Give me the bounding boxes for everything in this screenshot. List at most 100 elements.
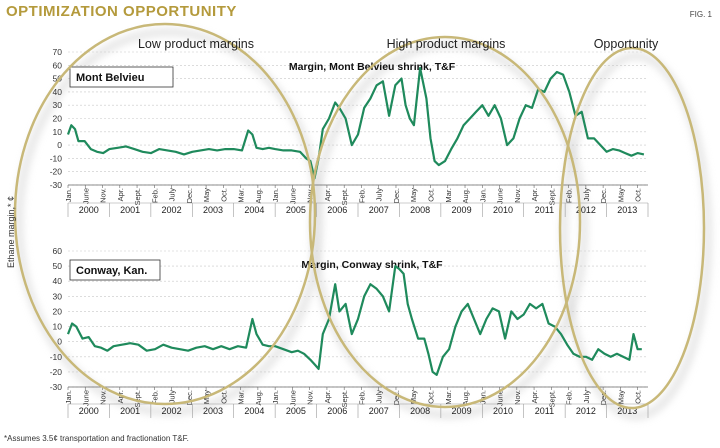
series-title: Margin, Conway shrink, T&F xyxy=(301,259,443,271)
month-tick-label: Jan. xyxy=(478,390,487,404)
month-tick-label: Oct. xyxy=(634,188,643,202)
y-tick-label: -20 xyxy=(50,167,63,177)
month-tick-label: Mar. xyxy=(237,390,246,405)
series-line xyxy=(66,265,642,376)
year-label: 2001 xyxy=(120,205,140,215)
month-tick-label: Apr. xyxy=(530,390,539,403)
month-tick-label: Dec. xyxy=(392,188,401,203)
year-label: 2010 xyxy=(493,205,513,215)
month-tick-label: June xyxy=(81,188,90,204)
opportunity-ellipse-shadow xyxy=(560,52,712,420)
month-tick-label: Apr. xyxy=(530,188,539,201)
month-tick-label: Dec. xyxy=(599,390,608,405)
month-tick-label: May xyxy=(202,188,211,202)
year-label: 2006 xyxy=(327,205,347,215)
year-label: 2001 xyxy=(120,406,140,416)
year-label: 2009 xyxy=(452,406,472,416)
month-tick-label: Jan. xyxy=(271,188,280,202)
month-tick-label: July xyxy=(375,390,384,404)
month-tick-label: Dec. xyxy=(185,188,194,203)
year-label: 2002 xyxy=(162,205,182,215)
low-margin-ellipse xyxy=(13,22,317,406)
y-tick-label: 20 xyxy=(53,306,63,316)
month-tick-label: May xyxy=(616,390,625,404)
figure-title: OPTIMIZATION OPPORTUNITY xyxy=(6,3,237,20)
month-tick-label: Sept. xyxy=(547,390,556,408)
year-label: 2006 xyxy=(327,406,347,416)
month-tick-label: Nov. xyxy=(99,390,108,405)
phase-label: Low product margins xyxy=(138,37,254,51)
year-label: 2011 xyxy=(535,205,554,215)
month-tick-label: May xyxy=(616,188,625,202)
month-tick-label: July xyxy=(582,390,591,404)
low-margin-ellipse-shadow xyxy=(15,28,323,416)
month-tick-label: Aug. xyxy=(254,390,263,405)
figure-number: FIG. 1 xyxy=(689,10,712,19)
month-tick-label: June xyxy=(288,188,297,204)
month-tick-label: July xyxy=(582,188,591,202)
month-tick-label: June xyxy=(496,188,505,204)
month-tick-label: Nov. xyxy=(306,390,315,405)
y-tick-label: 70 xyxy=(53,47,63,57)
month-tick-label: Dec. xyxy=(392,390,401,405)
year-label: 2007 xyxy=(369,406,389,416)
y-tick-label: -10 xyxy=(50,352,63,362)
month-tick-label: Feb. xyxy=(565,390,574,405)
month-tick-label: May xyxy=(409,390,418,404)
chart-panel-1: -30 -20 -10 0 10 20 30 40 50 60 70 Jan. June Nov. Apr.… xyxy=(50,47,649,217)
panel-label: Mont Belvieu xyxy=(76,72,144,84)
panel-label-box xyxy=(69,66,174,88)
month-tick-label: June xyxy=(81,390,90,406)
y-tick-label: 30 xyxy=(53,100,63,110)
year-label: 2003 xyxy=(203,406,223,416)
month-tick-label: Oct. xyxy=(219,188,228,202)
y-tick-label: -30 xyxy=(50,180,63,190)
month-tick-label: July xyxy=(375,188,384,202)
month-tick-label: Sept. xyxy=(133,390,142,408)
chart-panel-2: -30 -20 -10 0 10 20 30 40 50 60 Jan. June Nov. Apr. Se… xyxy=(50,246,649,418)
year-label: 2003 xyxy=(203,205,223,215)
year-label: 2012 xyxy=(576,406,596,416)
panel-label: Conway, Kan. xyxy=(76,265,147,277)
month-tick-label: Mar. xyxy=(444,188,453,203)
month-tick-label: Sept. xyxy=(340,390,349,408)
year-label: 2013 xyxy=(617,205,637,215)
month-tick-label: Aug. xyxy=(254,188,263,203)
panel-label-box xyxy=(69,259,161,281)
month-tick-label: Sept. xyxy=(133,188,142,206)
month-tick-label: Jan. xyxy=(64,390,73,404)
phase-label: Opportunity xyxy=(594,37,659,51)
month-tick-label: May xyxy=(409,188,418,202)
year-label: 2008 xyxy=(410,205,430,215)
year-label: 2011 xyxy=(535,406,554,416)
year-label: 2000 xyxy=(79,205,99,215)
year-label: 2004 xyxy=(244,205,264,215)
high-margin-ellipse xyxy=(308,35,582,409)
year-label: 2005 xyxy=(286,406,306,416)
month-tick-label: July xyxy=(168,390,177,404)
y-tick-label: -10 xyxy=(50,153,63,163)
series-line xyxy=(66,66,645,180)
month-tick-label: Apr. xyxy=(116,188,125,201)
y-tick-label: 10 xyxy=(53,127,63,137)
month-tick-label: June xyxy=(496,390,505,406)
y-tick-label: 0 xyxy=(57,140,62,150)
y-tick-label: 40 xyxy=(53,87,63,97)
opportunity-ellipse xyxy=(558,46,706,410)
month-tick-label: Feb. xyxy=(150,390,159,405)
month-tick-label: Feb. xyxy=(357,188,366,203)
y-tick-label: -30 xyxy=(50,382,63,392)
month-tick-label: Mar. xyxy=(237,188,246,203)
month-tick-label: Dec. xyxy=(599,188,608,203)
month-tick-label: Oct. xyxy=(427,188,436,202)
month-tick-label: Sept. xyxy=(547,188,556,206)
year-label: 2000 xyxy=(79,406,99,416)
month-tick-label: Dec. xyxy=(185,390,194,405)
y-tick-label: 60 xyxy=(53,60,63,70)
y-tick-label: 10 xyxy=(53,322,63,332)
y-axis-label: Ethane margin,* ¢ xyxy=(6,196,16,268)
month-tick-label: Oct. xyxy=(427,390,436,404)
month-tick-label: July xyxy=(168,188,177,202)
month-tick-label: Apr. xyxy=(323,390,332,403)
